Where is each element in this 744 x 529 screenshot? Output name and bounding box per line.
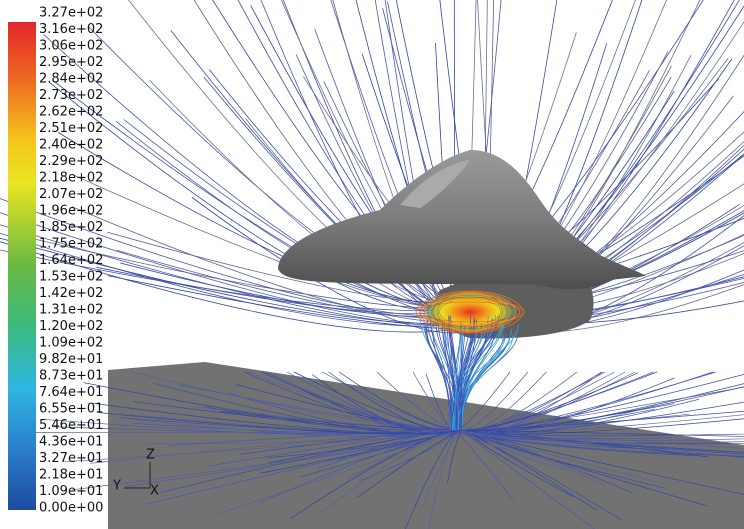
ground-plane — [108, 362, 744, 529]
colorbar-label: 2.62e+02 — [39, 105, 103, 120]
colorbar-label: 2.95e+02 — [39, 55, 103, 70]
colorbar-label: 7.64e+01 — [39, 385, 103, 400]
colorbar-label: 3.27e+02 — [39, 6, 103, 21]
colorbar-label: 2.18e+01 — [39, 468, 103, 483]
colorbar-label: 4.36e+01 — [39, 435, 103, 450]
colorbar-label: 1.31e+02 — [39, 303, 103, 318]
colorbar-label: 1.42e+02 — [39, 286, 103, 301]
colorbar-label: 2.40e+02 — [39, 138, 103, 153]
colorbar-label: 2.29e+02 — [39, 154, 103, 169]
colorbar — [8, 22, 36, 510]
colorbar-label: 2.18e+02 — [39, 171, 103, 186]
colorbar-label: 1.20e+02 — [39, 319, 103, 334]
colorbar-label: 9.82e+01 — [39, 352, 103, 367]
colorbar-label: 0.00e+00 — [39, 501, 103, 516]
colorbar-label: 3.06e+02 — [39, 39, 103, 54]
colorbar-label: 1.75e+02 — [39, 237, 103, 252]
colorbar-label: 1.09e+02 — [39, 336, 103, 351]
colorbar-label: 2.07e+02 — [39, 187, 103, 202]
colorbar-label: 2.84e+02 — [39, 72, 103, 87]
colorbar-label: 6.55e+01 — [39, 402, 103, 417]
axis-label: Y — [112, 479, 121, 494]
colorbar-label: 1.09e+01 — [39, 484, 103, 499]
colorbar-label: 1.85e+02 — [39, 220, 103, 235]
colorbar-label: 5.46e+01 — [39, 418, 103, 433]
colorbar-labels: 3.27e+023.16e+02 3.06e+022.95e+02 2.84e+02… — [39, 6, 103, 516]
colorbar-label: 1.53e+02 — [39, 270, 103, 285]
colorbar-label: 1.96e+02 — [39, 204, 103, 219]
colorbar-label: 3.16e+02 — [39, 22, 103, 37]
colorbar-label: 2.73e+02 — [39, 88, 103, 103]
axis-label: Z — [146, 448, 155, 463]
axis-label: X — [150, 484, 159, 499]
colorbar-label: 3.27e+01 — [39, 451, 103, 466]
colorbar-label: 2.51e+02 — [39, 121, 103, 136]
viewport: 3.27e+023.16e+02 3.06e+022.95e+02 2.84e+02… — [0, 0, 744, 529]
colorbar-label: 1.64e+02 — [39, 253, 103, 268]
colorbar-label: 8.73e+01 — [39, 369, 103, 384]
